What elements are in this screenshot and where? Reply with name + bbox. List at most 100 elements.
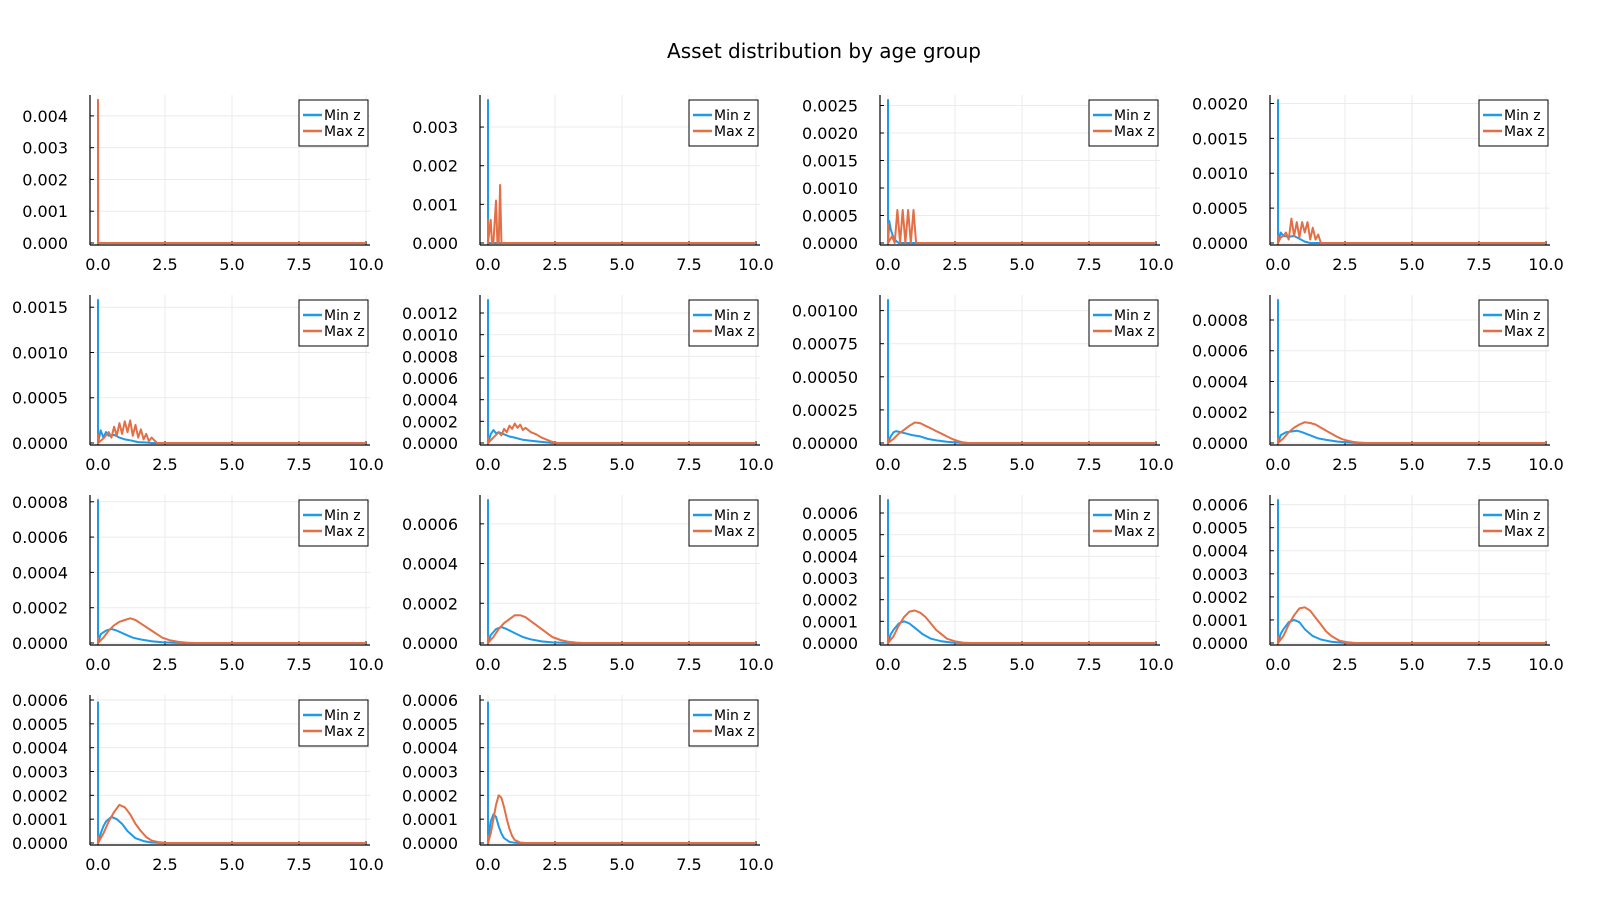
legend-box (688, 499, 759, 547)
series-line-max-z (887, 609, 1156, 644)
y-tick-label: 0.0006 (402, 515, 458, 534)
y-tick-label: 0.0000 (12, 634, 68, 653)
subplot-10: 0.0000 0.0002 0.0004 0.0006 0.0 2.5 5.0 7.5 10.0… (402, 495, 774, 674)
y-tick-label: 0.00025 (792, 401, 858, 420)
y-tick-label: 0.002 (412, 157, 458, 176)
x-tick-label: 7.5 (1466, 255, 1491, 274)
subplot-9: 0.0000 0.0002 0.0004 0.0006 0.0008 0.0 2.5 5.0 7… (12, 493, 384, 674)
y-tick-label: 0.0000 (402, 834, 458, 853)
series-line-max-z (97, 803, 366, 844)
x-tick-label: 5.0 (609, 655, 634, 674)
y-tick-label: 0.0010 (12, 343, 68, 362)
x-tick-label: 7.5 (676, 655, 701, 674)
legend-label: Max z (324, 324, 365, 340)
legend-label: Min z (324, 508, 361, 524)
y-tick-label: 0.0004 (802, 547, 858, 566)
series-line-max-z (97, 99, 366, 244)
x-tick-label: 5.0 (609, 255, 634, 274)
legend-box (688, 299, 759, 347)
legend-label: Min z (714, 708, 751, 724)
y-tick-label: 0.0002 (402, 412, 458, 431)
y-tick-label: 0.0000 (802, 634, 858, 653)
subplot-7: 0.00000 0.00025 0.00050 0.00075 0.00100 0.0 2.… (792, 295, 1174, 474)
y-tick-label: 0.0020 (802, 124, 858, 143)
x-tick-label: 0.0 (1265, 455, 1290, 474)
y-tick-label: 0.0025 (802, 97, 858, 116)
legend-box (1478, 499, 1549, 547)
y-tick-label: 0.003 (412, 118, 458, 137)
series-line-max-z (887, 209, 1156, 244)
x-tick-label: 7.5 (676, 455, 701, 474)
y-tick-label: 0.0005 (12, 715, 68, 734)
subplot-13: 0.00000.00010.00020.00030.00040.00050.00… (12, 691, 384, 874)
y-tick-label: 0.0003 (802, 569, 858, 588)
legend-label: Max z (324, 124, 365, 140)
x-tick-label: 0.0 (1265, 255, 1290, 274)
x-tick-label: 0.0 (1265, 655, 1290, 674)
y-tick-label: 0.0010 (802, 179, 858, 198)
y-tick-label: 0.0008 (1192, 311, 1248, 330)
y-tick-label: 0.0006 (1192, 342, 1248, 361)
x-tick-label: 10.0 (1138, 655, 1174, 674)
x-tick-label: 7.5 (1466, 655, 1491, 674)
x-tick-label: 0.0 (85, 655, 110, 674)
legend-box (298, 99, 369, 147)
legend-box (1478, 299, 1549, 347)
subplot-14: 0.00000.00010.00020.00030.00040.00050.00… (402, 691, 774, 874)
y-tick-label: 0.00075 (792, 335, 858, 354)
y-tick-label: 0.0004 (1192, 542, 1248, 561)
x-tick-label: 0.0 (875, 655, 900, 674)
y-tick-label: 0.0000 (12, 434, 68, 453)
x-tick-label: 2.5 (1332, 455, 1357, 474)
y-tick-label: 0.001 (412, 195, 458, 214)
y-tick-label: 0.0002 (802, 591, 858, 610)
x-tick-label: 0.0 (475, 855, 500, 874)
series-line-max-z (487, 184, 756, 244)
y-tick-label: 0.004 (22, 107, 68, 126)
series-line-min-z (887, 99, 1156, 244)
x-tick-label: 7.5 (676, 855, 701, 874)
y-tick-label: 0.0010 (402, 326, 458, 345)
y-tick-label: 0.002 (22, 170, 68, 189)
x-tick-label: 7.5 (1076, 655, 1101, 674)
y-tick-label: 0.0002 (12, 786, 68, 805)
legend-label: Max z (324, 724, 365, 740)
y-tick-label: 0.0000 (1192, 634, 1248, 653)
y-tick-label: 0.0006 (802, 504, 858, 523)
x-tick-label: 0.0 (475, 655, 500, 674)
subplot-5: 0.0000 0.0005 0.0010 0.0015 0.0 2.5 5.0 7.5 10.0… (12, 295, 384, 474)
x-tick-label: 0.0 (85, 455, 110, 474)
legend-box (298, 499, 369, 547)
y-tick-label: 0.0002 (12, 599, 68, 618)
y-tick-label: 0.0004 (402, 739, 458, 758)
x-tick-label: 2.5 (942, 455, 967, 474)
y-tick-label: 0.0003 (12, 763, 68, 782)
y-tick-label: 0.0006 (12, 528, 68, 547)
y-tick-label: 0.0006 (12, 691, 68, 710)
legend-label: Min z (714, 308, 751, 324)
x-tick-label: 10.0 (1528, 455, 1564, 474)
y-tick-label: 0.0008 (12, 493, 68, 512)
legend-label: Min z (1504, 508, 1541, 524)
legend-label: Max z (1504, 124, 1545, 140)
legend-box (688, 699, 759, 747)
x-tick-label: 2.5 (1332, 255, 1357, 274)
series-line-max-z (487, 422, 756, 444)
x-tick-label: 2.5 (542, 655, 567, 674)
x-tick-label: 2.5 (152, 655, 177, 674)
x-tick-label: 5.0 (609, 855, 634, 874)
legend-label: Min z (1504, 108, 1541, 124)
x-tick-label: 10.0 (1528, 255, 1564, 274)
x-tick-label: 5.0 (1399, 455, 1424, 474)
y-tick-label: 0.0005 (12, 389, 68, 408)
chart-title: Asset distribution by age group (667, 39, 981, 63)
y-tick-label: 0.0004 (402, 555, 458, 574)
x-tick-label: 5.0 (1009, 255, 1034, 274)
legend-box (298, 699, 369, 747)
y-tick-label: 0.001 (22, 202, 68, 221)
x-tick-label: 7.5 (1076, 255, 1101, 274)
